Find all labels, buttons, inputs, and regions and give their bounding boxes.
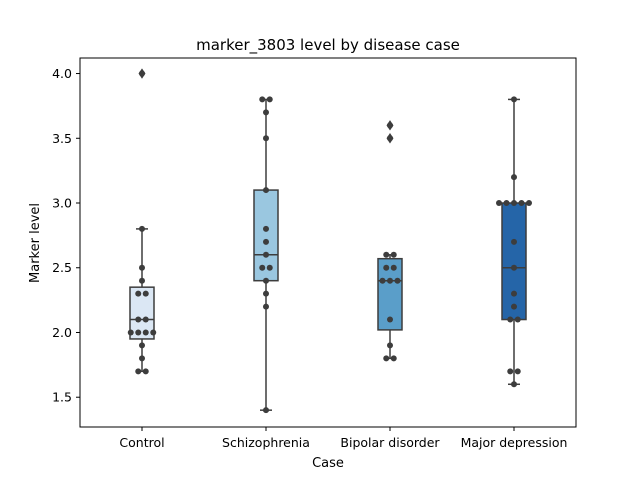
data-point (514, 368, 521, 375)
x-axis-label: Case (312, 456, 344, 471)
data-point (507, 368, 514, 375)
data-point (511, 290, 517, 297)
data-point (383, 355, 390, 362)
plot-area (127, 68, 532, 414)
data-point (139, 277, 145, 284)
data-point (526, 200, 532, 207)
y-tick-label: 1.5 (52, 390, 72, 405)
y-tick-label: 3.0 (52, 196, 72, 211)
data-point (142, 316, 149, 323)
axes: 1.5 2.0 2.5 3.0 3.5 4.0 Control Schizophrenia Bi… (52, 66, 567, 450)
box-group-major-depression (501, 98, 527, 386)
data-point (511, 303, 517, 310)
data-point (387, 342, 393, 349)
data-point (387, 122, 393, 129)
data-point (511, 238, 517, 245)
data-point (263, 303, 269, 310)
data-point (263, 109, 269, 116)
data-point (139, 264, 145, 271)
data-point (263, 238, 269, 245)
box-iqr (501, 202, 527, 321)
box-iqr (253, 189, 279, 282)
data-point (379, 277, 386, 284)
x-tick-label: Bipolar disorder (340, 435, 440, 450)
data-point (387, 316, 393, 323)
data-point (259, 96, 266, 103)
data-point (139, 225, 145, 232)
data-point (266, 96, 273, 103)
data-point (518, 200, 525, 207)
data-point (259, 264, 266, 271)
data-point (503, 200, 510, 207)
data-point (511, 200, 517, 207)
x-tick-label: Schizophrenia (222, 435, 310, 450)
data-point (387, 277, 393, 284)
data-point (127, 329, 134, 336)
chart-title: marker_3803 level by disease case (196, 36, 460, 55)
data-point (511, 264, 517, 271)
data-point (135, 316, 142, 323)
plot-frame (79, 57, 577, 428)
data-point (263, 251, 269, 258)
data-point (390, 264, 397, 271)
data-point (394, 277, 401, 284)
data-point (511, 381, 517, 388)
data-point (142, 329, 149, 336)
data-point (387, 135, 393, 142)
data-point (142, 290, 149, 297)
data-point (383, 264, 390, 271)
data-point (511, 174, 517, 181)
data-point (139, 342, 145, 349)
x-tick-label: Control (119, 435, 164, 450)
x-tick-label: Major depression (461, 435, 568, 450)
y-tick-label: 2.5 (52, 260, 72, 275)
box-group-control (129, 228, 155, 373)
data-point (139, 355, 145, 362)
data-point (263, 135, 269, 142)
data-point (496, 200, 502, 207)
data-point (383, 251, 390, 258)
data-point (139, 70, 145, 77)
data-point (263, 225, 269, 232)
data-point (514, 316, 521, 323)
data-point (507, 316, 514, 323)
data-point (150, 329, 157, 336)
data-point (263, 407, 269, 414)
data-point (263, 277, 269, 284)
data-point (390, 251, 397, 258)
y-tick-label: 4.0 (52, 66, 72, 81)
data-point (142, 368, 149, 375)
y-axis-label: Marker level (28, 203, 43, 283)
data-point (135, 290, 142, 297)
box-iqr (129, 286, 155, 340)
data-point (135, 329, 142, 336)
data-point (263, 290, 269, 297)
data-point (390, 355, 397, 362)
data-point (135, 368, 142, 375)
data-point (511, 96, 517, 103)
data-point (263, 187, 269, 194)
data-point (266, 264, 273, 271)
y-tick-label: 2.0 (52, 325, 72, 340)
y-tick-label: 3.5 (52, 131, 72, 146)
